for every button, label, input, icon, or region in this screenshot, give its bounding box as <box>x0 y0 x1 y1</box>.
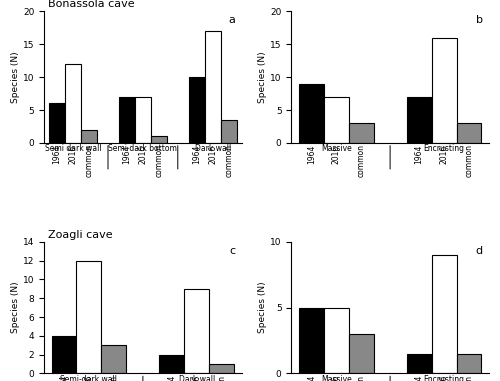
Text: Dark wall: Dark wall <box>194 144 231 153</box>
Bar <box>76 261 102 373</box>
Bar <box>188 77 204 143</box>
Bar <box>406 354 432 373</box>
Bar <box>456 123 481 143</box>
Y-axis label: Species (N): Species (N) <box>258 282 268 333</box>
Bar <box>324 307 348 373</box>
Bar <box>135 97 151 143</box>
Text: Massive: Massive <box>321 375 352 381</box>
Y-axis label: Species (N): Species (N) <box>258 51 268 103</box>
Bar <box>151 136 167 143</box>
Bar <box>204 31 220 143</box>
Text: Semi dark wall: Semi dark wall <box>45 144 102 153</box>
Text: Encrusting: Encrusting <box>424 144 465 153</box>
Text: Encrusting: Encrusting <box>424 375 465 381</box>
Bar <box>432 38 456 143</box>
Bar <box>299 307 324 373</box>
Text: b: b <box>476 15 483 26</box>
Text: Dark wall: Dark wall <box>178 375 215 381</box>
Text: Zoagli cave: Zoagli cave <box>48 230 112 240</box>
Text: Semi dark bottom: Semi dark bottom <box>108 144 178 153</box>
Text: Bonassola cave: Bonassola cave <box>48 0 134 9</box>
Bar <box>348 334 374 373</box>
Bar <box>184 289 210 373</box>
Text: Semi-dark wall: Semi-dark wall <box>60 375 118 381</box>
Bar <box>220 120 237 143</box>
Bar <box>432 255 456 373</box>
Bar <box>81 130 98 143</box>
Bar <box>210 364 234 373</box>
Bar <box>118 97 135 143</box>
Bar <box>299 84 324 143</box>
Bar <box>49 104 65 143</box>
Text: d: d <box>476 246 483 256</box>
Bar <box>65 64 81 143</box>
Text: Massive: Massive <box>321 144 352 153</box>
Bar <box>102 345 126 373</box>
Bar <box>52 336 76 373</box>
Text: a: a <box>229 15 235 26</box>
Bar <box>406 97 432 143</box>
Bar <box>348 123 374 143</box>
Bar <box>456 354 481 373</box>
Bar <box>160 355 184 373</box>
Y-axis label: Species (N): Species (N) <box>11 51 20 103</box>
Bar <box>324 97 348 143</box>
Y-axis label: Species (N): Species (N) <box>11 282 20 333</box>
Text: c: c <box>230 246 235 256</box>
